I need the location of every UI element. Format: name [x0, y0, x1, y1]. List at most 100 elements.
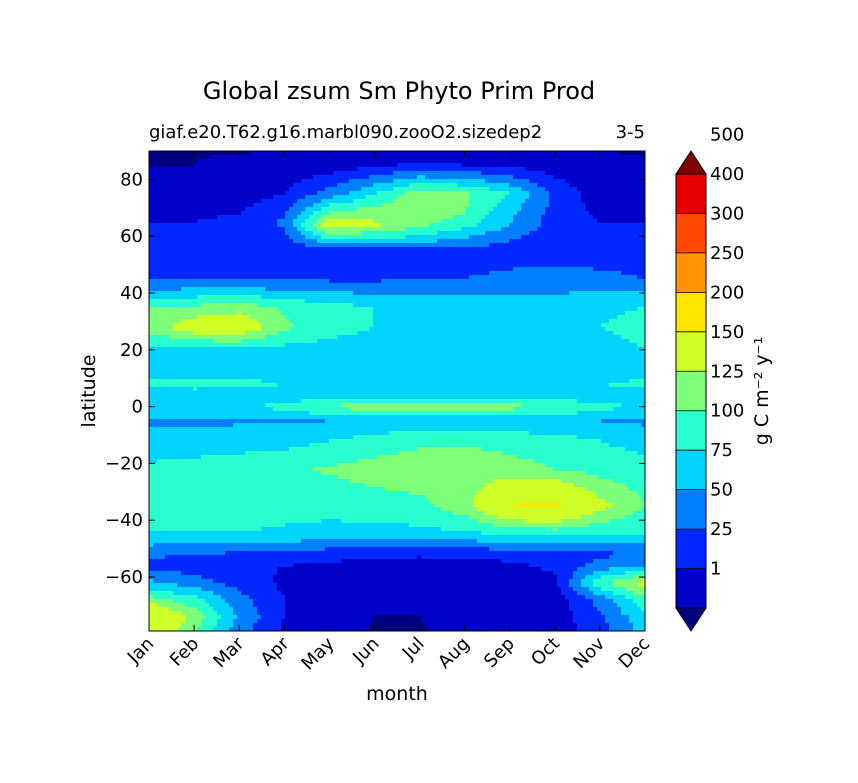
contour-cell: [241, 351, 246, 356]
contour-cell: [165, 295, 170, 300]
contour-cell: [229, 527, 234, 532]
contour-cell: [237, 387, 242, 392]
contour-cell: [221, 351, 226, 356]
contour-cell: [253, 399, 258, 404]
contour-cell: [213, 403, 218, 408]
contour-cell: [269, 383, 274, 388]
contour-cell: [201, 219, 206, 224]
contour-cell: [233, 491, 238, 496]
contour-cell: [241, 211, 246, 216]
contour-cell: [273, 295, 278, 300]
contour-cell: [161, 151, 166, 156]
contour-cell: [305, 207, 310, 212]
contour-cell: [245, 535, 250, 540]
contour-cell: [201, 627, 206, 631]
contour-cell: [193, 595, 198, 600]
contour-cell: [305, 295, 310, 300]
contour-cell: [169, 343, 174, 348]
contour-cell: [301, 303, 306, 308]
contour-cell: [313, 163, 318, 168]
contour-cell: [281, 435, 286, 440]
contour-cell: [221, 207, 226, 212]
contour-cell: [177, 467, 182, 472]
contour-cell: [285, 251, 290, 256]
contour-cell: [265, 199, 270, 204]
contour-cell: [153, 523, 158, 528]
contour-cell: [173, 559, 178, 564]
contour-cell: [313, 183, 318, 188]
contour-cell: [285, 303, 290, 308]
contour-cell: [225, 207, 230, 212]
contour-cell: [301, 611, 306, 616]
contour-cell: [265, 379, 270, 384]
contour-cell: [197, 415, 202, 420]
contour-cell: [273, 351, 278, 356]
contour-cell: [213, 583, 218, 588]
contour-cell: [297, 243, 302, 248]
contour-cell: [297, 487, 302, 492]
contour-cell: [285, 383, 290, 388]
contour-cell: [165, 219, 170, 224]
contour-cell: [217, 195, 222, 200]
contour-cell: [193, 547, 198, 552]
contour-cell: [221, 263, 226, 268]
contour-cell: [277, 159, 282, 164]
contour-cell: [177, 531, 182, 536]
contour-cell: [161, 203, 166, 208]
contour-cell: [233, 339, 238, 344]
contour-cell: [289, 195, 294, 200]
contour-cell: [261, 499, 266, 504]
contour-cell: [293, 347, 298, 352]
contour-cell: [237, 307, 242, 312]
contour-cell: [185, 283, 190, 288]
contour-cell: [293, 559, 298, 564]
contour-cell: [297, 411, 302, 416]
contour-cell: [221, 423, 226, 428]
contour-cell: [233, 375, 238, 380]
contour-cell: [241, 323, 246, 328]
contour-cell: [313, 211, 318, 216]
contour-cell: [217, 443, 222, 448]
contour-cell: [225, 231, 230, 236]
contour-cell: [293, 615, 298, 620]
contour-cell: [165, 471, 170, 476]
contour-cell: [281, 579, 286, 584]
contour-cell: [197, 495, 202, 500]
contour-cell: [161, 539, 166, 544]
contour-cell: [221, 247, 226, 252]
contour-cell: [237, 559, 242, 564]
contour-cell: [269, 487, 274, 492]
contour-cell: [193, 475, 198, 480]
contour-cell: [285, 339, 290, 344]
contour-cell: [189, 527, 194, 532]
contour-cell: [189, 199, 194, 204]
contour-cell: [193, 163, 198, 168]
contour-cell: [201, 403, 206, 408]
contour-cell: [253, 295, 258, 300]
contour-cell: [189, 543, 194, 548]
contour-cell: [165, 179, 170, 184]
contour-cell: [261, 287, 266, 292]
contour-cell: [289, 575, 294, 580]
contour-cell: [253, 559, 258, 564]
contour-cell: [165, 391, 170, 396]
contour-cell: [153, 219, 158, 224]
contour-cell: [265, 159, 270, 164]
contour-cell: [241, 531, 246, 536]
contour-cell: [241, 427, 246, 432]
contour-cell: [169, 163, 174, 168]
contour-cell: [309, 523, 314, 528]
contour-cell: [197, 579, 202, 584]
contour-cell: [277, 199, 282, 204]
contour-cell: [265, 183, 270, 188]
contour-cell: [293, 179, 298, 184]
contour-cell: [157, 283, 162, 288]
contour-cell: [225, 255, 230, 260]
contour-cell: [189, 271, 194, 276]
contour-cell: [189, 171, 194, 176]
contour-cell: [309, 159, 314, 164]
contour-cell: [281, 231, 286, 236]
contour-cell: [157, 439, 162, 444]
contour-cell: [221, 219, 226, 224]
contour-cell: [177, 483, 182, 488]
